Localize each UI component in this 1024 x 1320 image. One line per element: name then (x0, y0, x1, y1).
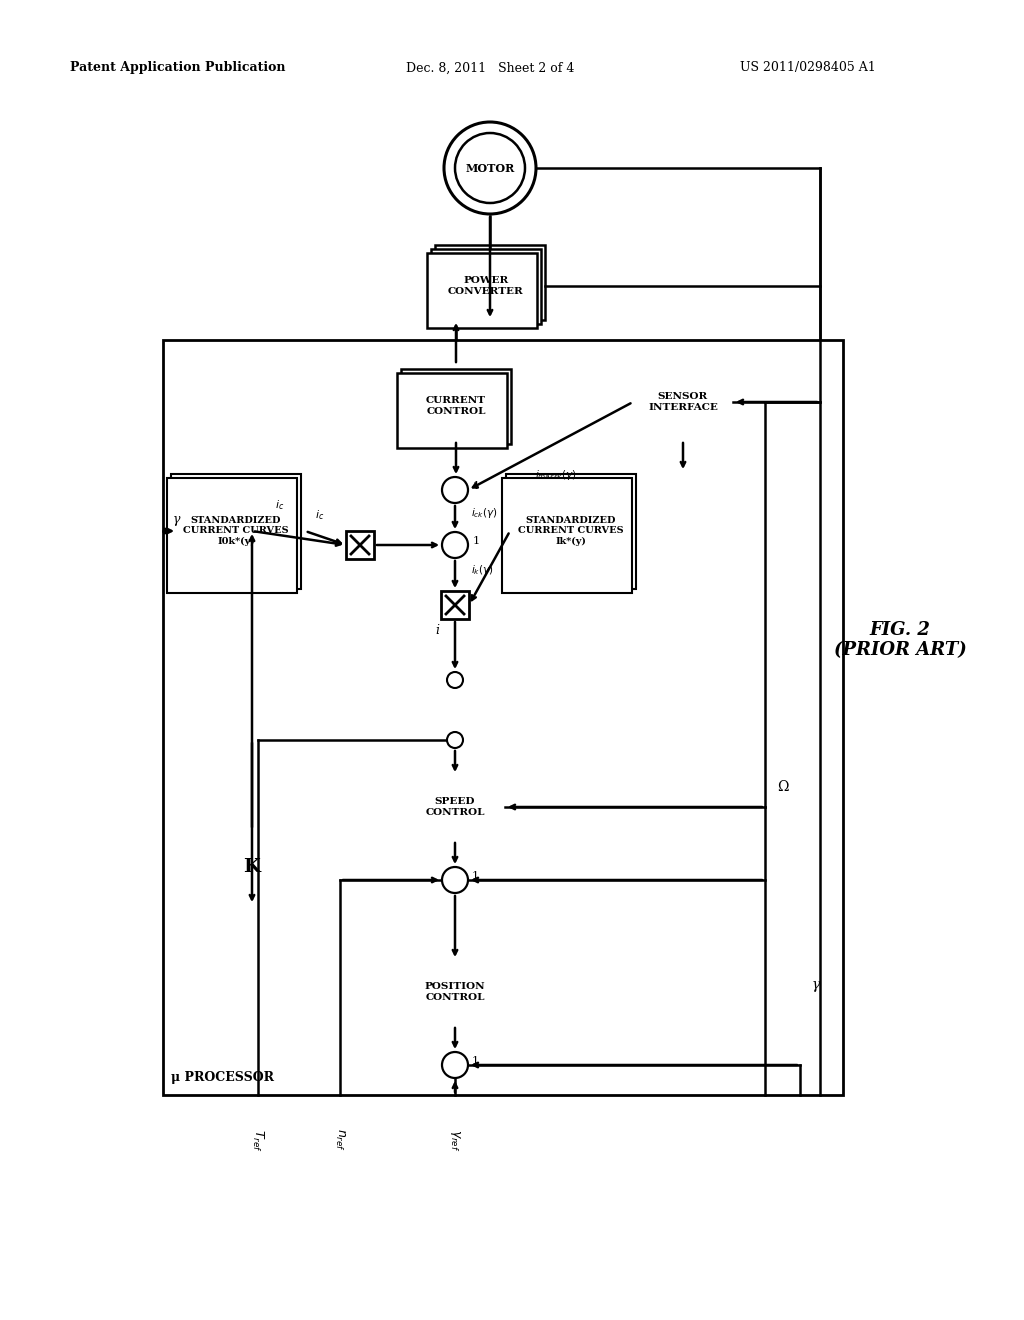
Text: CURRENT
CONTROL: CURRENT CONTROL (426, 396, 486, 416)
Text: POWER
CONVERTER: POWER CONVERTER (449, 276, 524, 296)
Bar (397, 374, 507, 447)
Text: K: K (244, 858, 260, 876)
Text: 1: 1 (473, 536, 480, 546)
Circle shape (447, 733, 463, 748)
Text: MOTOR: MOTOR (465, 162, 515, 173)
Bar (633, 366, 733, 440)
Bar (510, 470, 640, 585)
Text: $i_{massk}(\gamma)$: $i_{massk}(\gamma)$ (535, 469, 577, 482)
Text: μ PROCESSOR: μ PROCESSOR (171, 1071, 274, 1084)
Text: Ω: Ω (777, 780, 788, 795)
Bar (163, 341, 843, 1096)
Text: γ: γ (812, 978, 820, 993)
Text: $i_{ck}(\gamma)$: $i_{ck}(\gamma)$ (471, 506, 498, 520)
Text: Dec. 8, 2011   Sheet 2 of 4: Dec. 8, 2011 Sheet 2 of 4 (406, 62, 574, 74)
Text: $\gamma_{ref}$: $\gamma_{ref}$ (449, 1129, 462, 1151)
Bar (210, 830, 295, 906)
Text: POSITION
CONTROL: POSITION CONTROL (425, 982, 485, 1002)
Text: $i_c$: $i_c$ (275, 498, 285, 512)
Circle shape (447, 672, 463, 688)
Bar (427, 253, 537, 327)
Circle shape (455, 133, 525, 203)
Bar (175, 470, 305, 585)
Circle shape (442, 1052, 468, 1078)
Bar (346, 531, 374, 558)
Bar (506, 474, 636, 589)
Bar (406, 366, 515, 440)
Bar (401, 370, 511, 444)
Circle shape (442, 532, 468, 558)
Bar (441, 591, 469, 619)
Bar (167, 478, 297, 593)
Text: SPEED
CONTROL: SPEED CONTROL (425, 797, 484, 817)
Text: $n_{ref}$: $n_{ref}$ (334, 1129, 346, 1151)
Text: γ: γ (173, 512, 180, 525)
Text: FIG. 2
(PRIOR ART): FIG. 2 (PRIOR ART) (834, 620, 967, 660)
Text: 1: 1 (472, 871, 479, 880)
Text: i: i (435, 623, 439, 636)
Circle shape (444, 121, 536, 214)
Bar (431, 249, 541, 323)
Text: US 2011/0298405 A1: US 2011/0298405 A1 (740, 62, 876, 74)
Text: $T_{ref}$: $T_{ref}$ (251, 1129, 265, 1151)
Text: STANDARDIZED
CURRENT CURVES
Ik*(y): STANDARDIZED CURRENT CURVES Ik*(y) (518, 516, 624, 546)
Text: $i_k(\gamma)$: $i_k(\gamma)$ (471, 564, 494, 577)
Bar (406, 960, 505, 1026)
Text: SENSOR
INTERFACE: SENSOR INTERFACE (648, 392, 718, 412)
Bar (406, 775, 505, 840)
Circle shape (442, 867, 468, 894)
Bar (435, 246, 545, 319)
Bar (171, 474, 301, 589)
Text: Patent Application Publication: Patent Application Publication (71, 62, 286, 74)
Circle shape (442, 477, 468, 503)
Text: STANDARDIZED
CURRENT CURVES
I0k*(y): STANDARDIZED CURRENT CURVES I0k*(y) (183, 516, 289, 546)
Text: 1: 1 (472, 1056, 479, 1067)
Text: $i_c$: $i_c$ (315, 508, 325, 521)
Text: 1: 1 (473, 480, 480, 491)
Bar (502, 478, 632, 593)
